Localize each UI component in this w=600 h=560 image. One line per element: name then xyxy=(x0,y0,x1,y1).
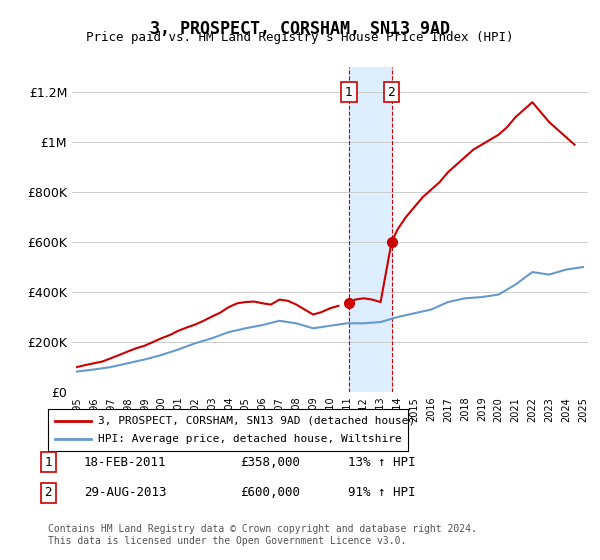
Text: 2: 2 xyxy=(44,486,52,500)
Text: £600,000: £600,000 xyxy=(240,486,300,500)
Text: 1: 1 xyxy=(345,86,353,99)
Text: £358,000: £358,000 xyxy=(240,455,300,469)
Text: 1: 1 xyxy=(44,455,52,469)
Text: 3, PROSPECT, CORSHAM, SN13 9AD: 3, PROSPECT, CORSHAM, SN13 9AD xyxy=(150,20,450,38)
Text: 18-FEB-2011: 18-FEB-2011 xyxy=(84,455,167,469)
Text: 2: 2 xyxy=(388,86,395,99)
Text: Contains HM Land Registry data © Crown copyright and database right 2024.
This d: Contains HM Land Registry data © Crown c… xyxy=(48,524,477,546)
Text: HPI: Average price, detached house, Wiltshire: HPI: Average price, detached house, Wilt… xyxy=(98,434,402,444)
Text: 13% ↑ HPI: 13% ↑ HPI xyxy=(348,455,415,469)
Text: Price paid vs. HM Land Registry's House Price Index (HPI): Price paid vs. HM Land Registry's House … xyxy=(86,31,514,44)
Text: 3, PROSPECT, CORSHAM, SN13 9AD (detached house): 3, PROSPECT, CORSHAM, SN13 9AD (detached… xyxy=(98,416,416,426)
Text: 29-AUG-2013: 29-AUG-2013 xyxy=(84,486,167,500)
Text: 91% ↑ HPI: 91% ↑ HPI xyxy=(348,486,415,500)
Bar xyxy=(349,67,392,392)
